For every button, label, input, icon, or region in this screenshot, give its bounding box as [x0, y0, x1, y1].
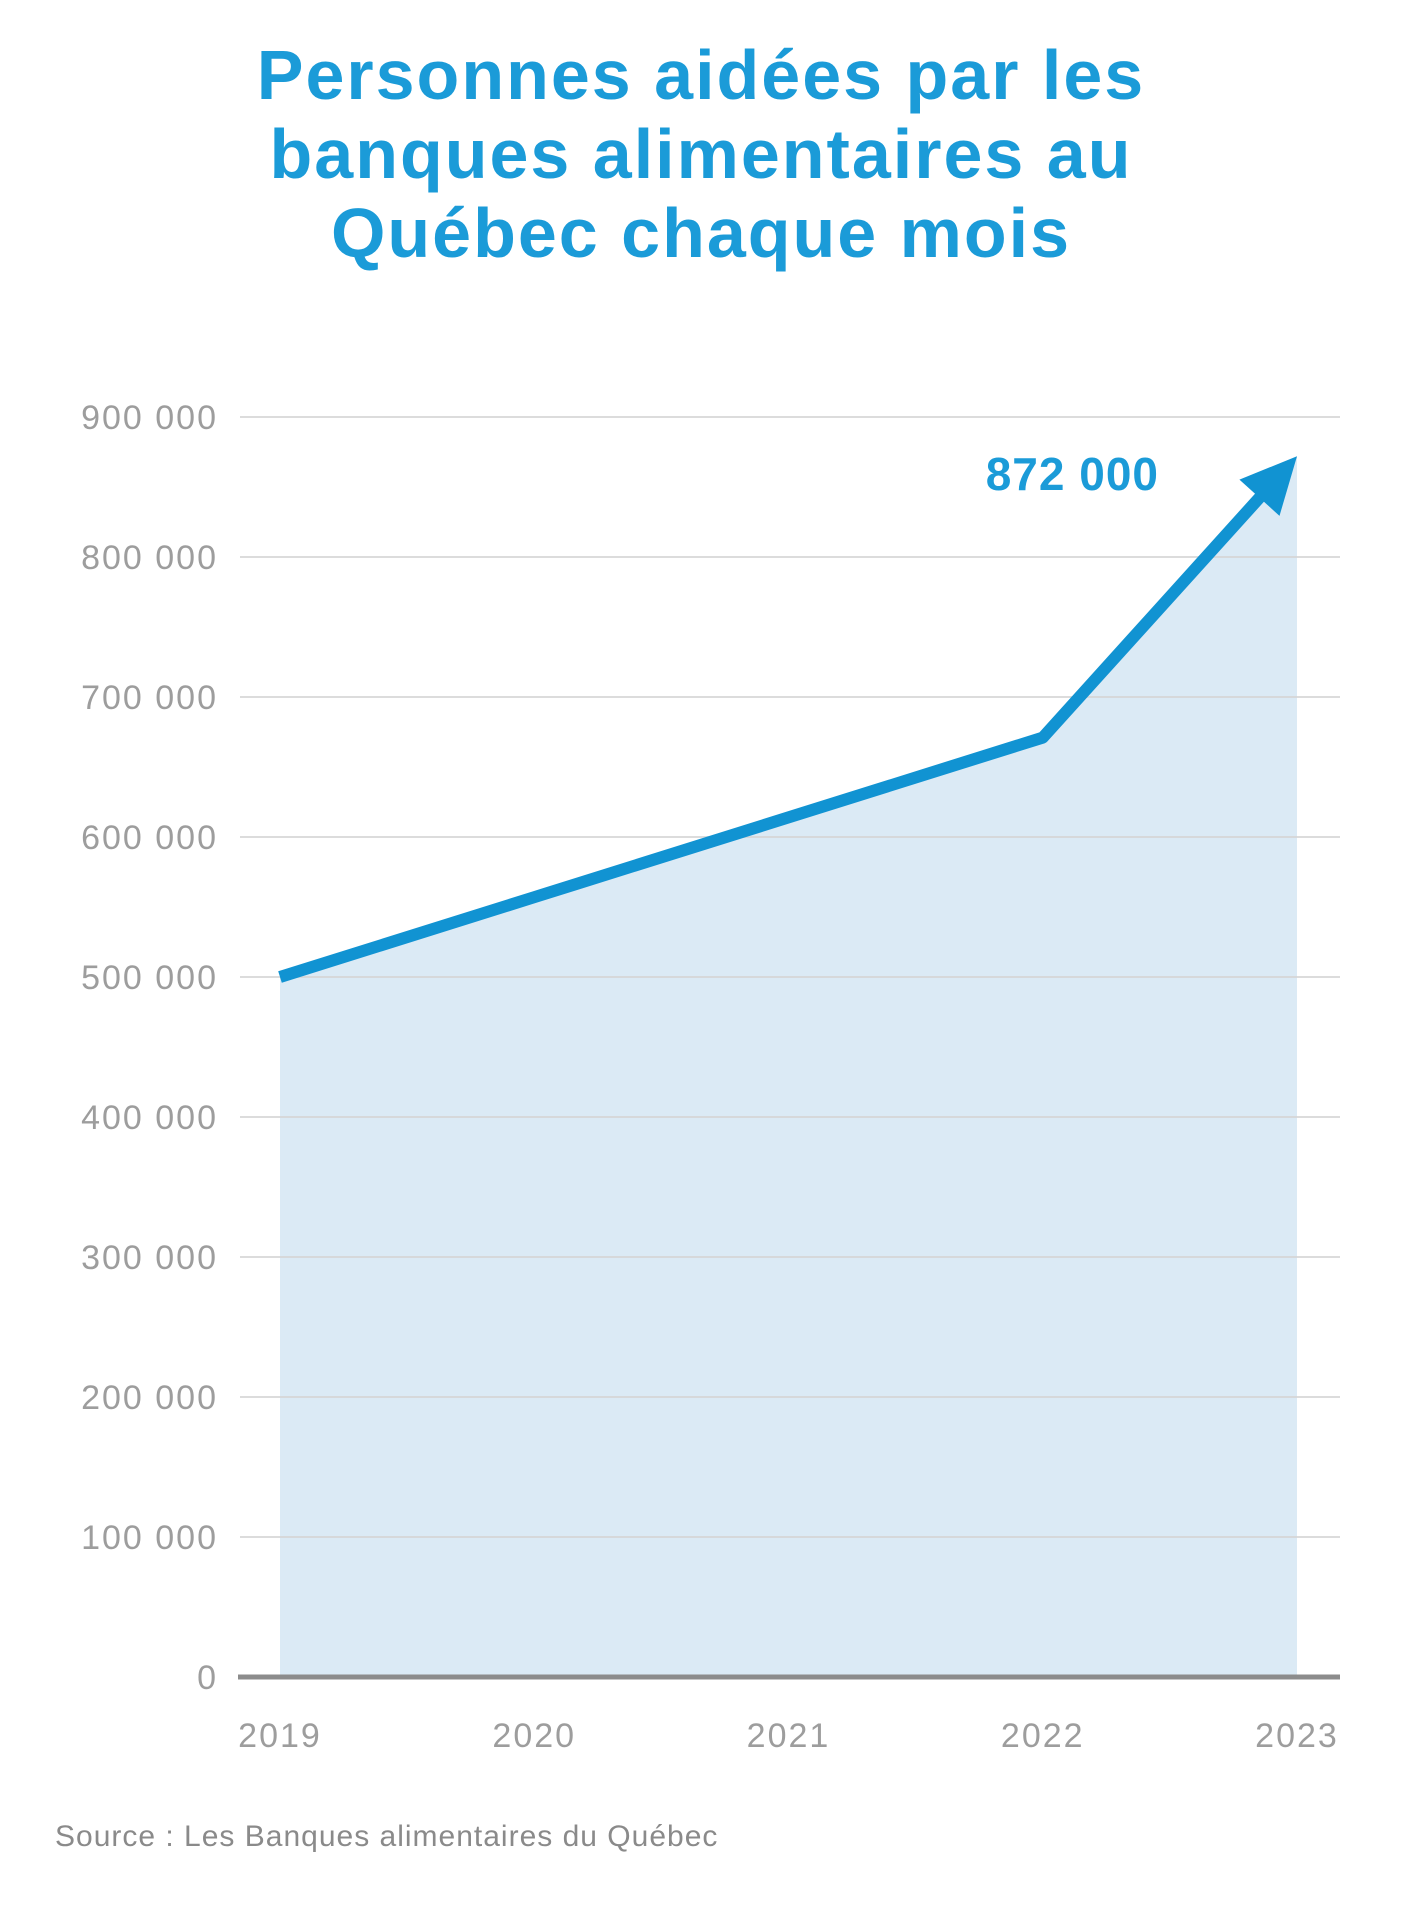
y-tick-label: 500 000: [81, 959, 218, 997]
title-line-2: banques alimentaires au: [269, 115, 1133, 193]
y-tick-label: 200 000: [81, 1379, 218, 1417]
trend-line: [278, 474, 1282, 983]
x-tick-label: 2022: [1001, 1717, 1085, 1755]
y-tick-label: 700 000: [81, 679, 218, 717]
y-tick-label: 900 000: [81, 399, 218, 437]
y-tick-label: 400 000: [81, 1099, 218, 1137]
title-line-1: Personnes aidées par les: [256, 36, 1146, 114]
source-note: Source : Les Banques alimentaires du Qué…: [55, 1820, 719, 1853]
value-annotation: 872 000: [986, 448, 1159, 500]
x-tick-label: 2020: [492, 1717, 576, 1755]
chart-title: Personnes aidées par les banques alimenta…: [0, 36, 1402, 273]
x-tick-label: 2023: [1255, 1717, 1339, 1755]
x-tick-label: 2019: [238, 1717, 322, 1755]
y-tick-label: 100 000: [81, 1519, 218, 1557]
area-fill: [280, 456, 1297, 1676]
arrowhead-icon: [1239, 456, 1297, 516]
title-line-3: Québec chaque mois: [330, 194, 1072, 272]
x-tick-label: 2021: [747, 1717, 831, 1755]
y-tick-label: 0: [197, 1659, 218, 1697]
y-tick-label: 800 000: [81, 539, 218, 577]
y-tick-label: 600 000: [81, 819, 218, 857]
y-tick-label: 300 000: [81, 1239, 218, 1277]
